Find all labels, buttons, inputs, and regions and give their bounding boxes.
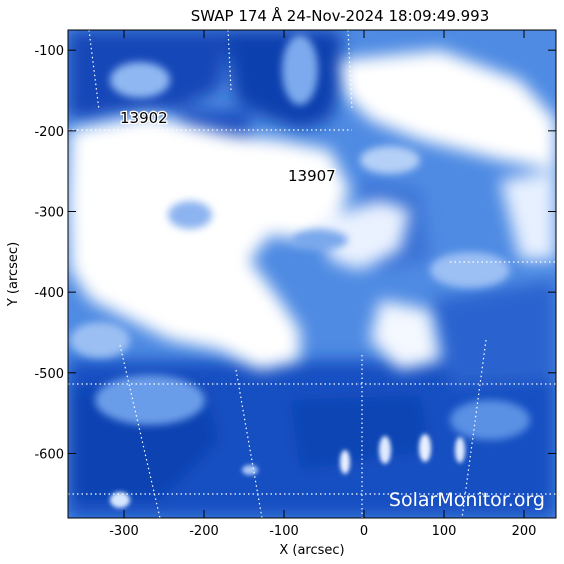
y-tick-label: -300 bbox=[34, 205, 64, 220]
bright-emission bbox=[68, 50, 556, 370]
coronal-loops bbox=[70, 35, 530, 440]
x-tick-label: 0 bbox=[360, 524, 368, 539]
x-tick-label: -100 bbox=[269, 524, 299, 539]
active-region-labels: 13902 13907 bbox=[119, 108, 337, 187]
x-axis: -300 -200 -100 0 100 200 bbox=[109, 30, 536, 539]
x-tick-label: 100 bbox=[432, 524, 457, 539]
active-region-label: 13907 bbox=[288, 167, 336, 185]
figure-title: SWAP 174 Å 24-Nov-2024 18:09:49.993 bbox=[191, 6, 490, 25]
x-tick-label: -200 bbox=[189, 524, 219, 539]
plot-frame bbox=[67, 29, 557, 519]
y-tick-label: -600 bbox=[34, 447, 64, 462]
coordinate-grid bbox=[68, 30, 556, 518]
y-tick-label: -100 bbox=[34, 44, 64, 59]
y-tick-label: -400 bbox=[34, 286, 64, 301]
euv-image bbox=[68, 30, 556, 518]
x-tick-label: 200 bbox=[512, 524, 537, 539]
y-tick-label: -200 bbox=[34, 125, 64, 140]
y-tick-label: -500 bbox=[34, 367, 64, 382]
y-axis: -100 -200 -300 -400 -500 -600 bbox=[34, 44, 556, 462]
x-tick-label: -300 bbox=[109, 524, 139, 539]
active-region-label: 13902 bbox=[120, 109, 168, 127]
x-axis-label: X (arcsec) bbox=[279, 543, 344, 558]
y-axis-label: Y (arcsec) bbox=[6, 242, 21, 307]
watermark: SolarMonitor.org bbox=[389, 489, 545, 511]
bright-kernels bbox=[110, 434, 465, 508]
